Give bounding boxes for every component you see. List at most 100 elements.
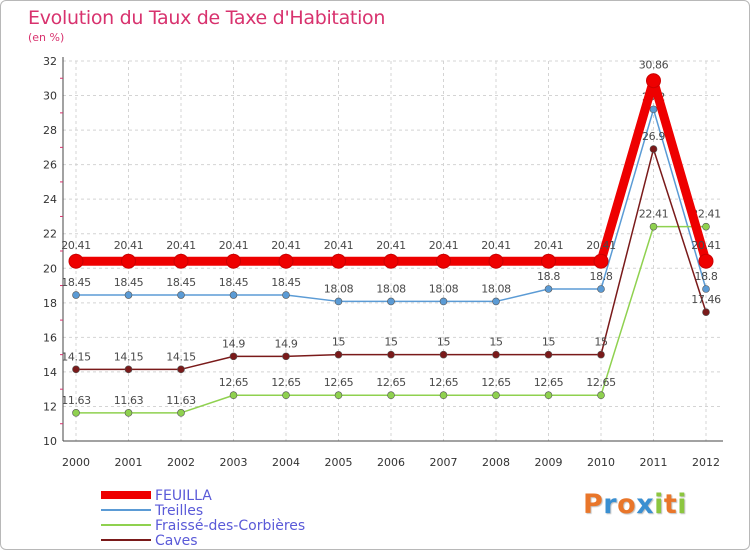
data-label: 18.8 [590,270,613,283]
data-point [436,253,451,269]
data-point [282,291,290,299]
chart-unit-label: (en %) [28,31,65,44]
y-tick-label: 20 [43,262,57,275]
data-label: 20.41 [219,239,249,252]
data-label: 11.63 [114,394,144,407]
x-tick-label: 2008 [482,456,510,469]
data-label: 20.41 [481,239,511,252]
y-tick-label: 10 [43,435,57,448]
data-label: 20.41 [429,239,459,252]
x-tick-label: 2001 [115,456,143,469]
data-point [124,365,133,374]
data-label: 12.65 [324,376,354,389]
data-point [698,253,714,269]
data-point [597,285,605,293]
proxiti-logo: Proxiti [583,489,687,520]
data-label: 14.15 [166,350,196,363]
data-label: 15 [437,336,451,349]
data-point [229,352,238,361]
data-point [229,391,238,400]
x-tick-label: 2000 [62,456,90,469]
data-point [278,253,294,269]
x-tick-label: 2011 [640,456,668,469]
data-point [488,253,504,269]
x-tick-label: 2003 [220,456,248,469]
data-label: 14.9 [222,337,245,350]
y-tick-label: 28 [43,124,57,137]
logo-letter: x [636,489,655,520]
y-tick-label: 14 [43,366,57,379]
data-point [72,365,80,374]
data-label: 11.63 [166,394,196,407]
data-point [544,285,553,293]
data-label: 18.8 [695,270,718,283]
data-label: 18.45 [114,276,144,289]
data-point [646,73,661,89]
x-tick-label: 2006 [377,456,405,469]
data-label: 12.65 [481,376,511,389]
chart-title: Evolution du Taux de Taxe d'Habitation [28,7,386,29]
y-tick-label: 30 [43,90,57,103]
data-label: 12.65 [271,376,301,389]
logo-letter: P [583,489,604,520]
data-point [226,253,241,269]
logo-letter: i [654,489,664,520]
data-point [173,253,189,269]
data-label: 17.46 [691,293,721,306]
legend-label: FEUILLA [155,488,212,504]
data-point [593,253,609,269]
data-point [334,391,343,400]
data-label: 14.15 [114,350,144,363]
data-point [649,222,658,231]
data-label: 14.15 [61,350,91,363]
data-label: 12.65 [586,376,616,389]
data-point [702,222,710,231]
x-tick-label: 2012 [692,456,720,469]
data-point [68,253,84,269]
data-point [72,291,80,299]
data-label: 18.45 [219,276,249,289]
data-label: 20.41 [586,239,616,252]
x-tick-label: 2004 [272,456,300,469]
x-tick-label: 2007 [430,456,458,469]
data-point [387,391,395,400]
data-label: 20.41 [166,239,196,252]
data-point [177,409,185,417]
data-point [492,350,500,359]
data-label: 26.9 [642,130,665,143]
data-point [72,409,80,417]
data-label: 20.41 [61,239,91,252]
data-point [439,391,448,400]
logo-letter: o [617,489,637,520]
y-tick-label: 26 [43,159,57,172]
data-point [121,253,136,269]
data-label: 18.45 [166,276,196,289]
data-label: 20.41 [534,239,564,252]
data-point [124,291,133,299]
data-label: 22.41 [639,208,669,221]
data-label: 14.9 [275,337,298,350]
data-point [229,291,238,299]
data-point [387,297,395,306]
data-point [124,409,133,417]
data-label: 20.41 [114,239,144,252]
x-tick-label: 2009 [535,456,563,469]
data-point [334,297,343,306]
data-label: 12.65 [534,376,564,389]
data-point [702,285,710,293]
data-label: 12.65 [219,376,249,389]
data-label: 20.41 [376,239,406,252]
data-label: 15 [594,336,608,349]
data-label: 15 [542,336,556,349]
data-point [649,105,658,114]
y-tick-label: 22 [43,228,57,241]
legend-label: Caves [155,533,198,549]
x-tick-label: 2002 [167,456,195,469]
data-label: 18.45 [61,276,91,289]
legend-label: Fraissé-des-Corbières [155,518,305,534]
data-label: 18.08 [324,282,354,295]
data-point [492,391,500,400]
data-point [282,352,290,361]
